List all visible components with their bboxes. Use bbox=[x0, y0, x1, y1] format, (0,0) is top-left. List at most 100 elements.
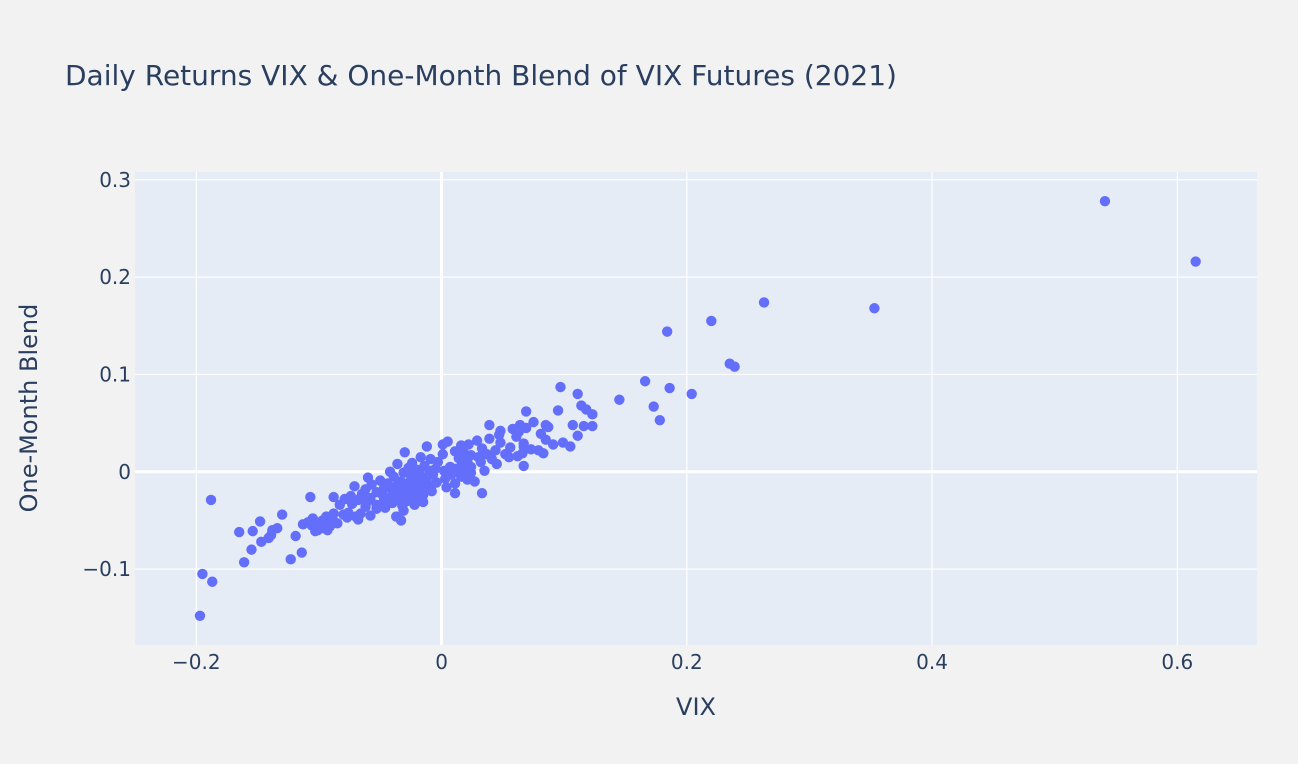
data-point[interactable] bbox=[285, 554, 296, 565]
data-point[interactable] bbox=[441, 482, 452, 493]
data-point[interactable] bbox=[654, 414, 666, 426]
data-point[interactable] bbox=[475, 456, 486, 468]
data-point[interactable] bbox=[256, 536, 267, 548]
data-point[interactable] bbox=[449, 487, 461, 499]
data-point[interactable] bbox=[614, 394, 625, 405]
data-point[interactable] bbox=[246, 544, 257, 555]
data-point[interactable] bbox=[490, 445, 501, 456]
data-point[interactable] bbox=[706, 315, 717, 327]
data-point[interactable] bbox=[387, 497, 398, 509]
data-point[interactable] bbox=[205, 494, 217, 506]
data-point[interactable] bbox=[512, 450, 523, 462]
data-point[interactable] bbox=[484, 419, 495, 431]
data-point[interactable] bbox=[399, 447, 410, 458]
data-point[interactable] bbox=[437, 439, 448, 450]
data-point[interactable] bbox=[409, 499, 420, 511]
x-axis-title: VIX bbox=[676, 693, 716, 721]
data-point[interactable] bbox=[555, 381, 566, 393]
data-point[interactable] bbox=[234, 526, 245, 538]
data-point[interactable] bbox=[388, 471, 399, 482]
data-point[interactable] bbox=[578, 420, 589, 432]
y-tick-label: −0.1 bbox=[82, 557, 131, 581]
plot-area[interactable] bbox=[135, 172, 1257, 645]
grid-lines bbox=[135, 172, 1257, 645]
data-point[interactable] bbox=[471, 435, 483, 446]
data-point[interactable] bbox=[518, 460, 529, 472]
data-point[interactable] bbox=[449, 478, 461, 489]
data-point[interactable] bbox=[664, 382, 675, 394]
data-point[interactable] bbox=[334, 499, 345, 511]
y-tick-label: 0 bbox=[118, 460, 131, 484]
data-point[interactable] bbox=[479, 465, 490, 476]
data-point[interactable] bbox=[484, 433, 495, 444]
data-point[interactable] bbox=[207, 576, 218, 587]
x-tick-labels: −0.2 0 0.2 0.4 0.6 bbox=[172, 650, 1193, 674]
data-point[interactable] bbox=[572, 430, 583, 441]
data-point[interactable] bbox=[310, 525, 321, 537]
zero-lines bbox=[135, 172, 1257, 645]
data-point[interactable] bbox=[379, 502, 391, 513]
data-point[interactable] bbox=[648, 401, 659, 412]
data-point[interactable] bbox=[426, 486, 437, 497]
data-point[interactable] bbox=[495, 437, 506, 448]
data-point[interactable] bbox=[297, 519, 309, 530]
data-point[interactable] bbox=[661, 326, 673, 337]
data-point[interactable] bbox=[305, 491, 316, 503]
data-point[interactable] bbox=[238, 557, 250, 568]
y-axis-title: One-Month Blend bbox=[15, 304, 43, 513]
data-point[interactable] bbox=[194, 610, 206, 622]
data-point[interactable] bbox=[520, 406, 532, 417]
data-point[interactable] bbox=[567, 419, 578, 431]
data-point[interactable] bbox=[538, 448, 549, 459]
data-point[interactable] bbox=[398, 505, 409, 516]
data-point[interactable] bbox=[587, 409, 598, 420]
data-point[interactable] bbox=[415, 451, 426, 463]
data-point[interactable] bbox=[247, 525, 258, 537]
data-point[interactable] bbox=[290, 530, 301, 542]
data-point[interactable] bbox=[543, 421, 554, 433]
data-point[interactable] bbox=[540, 434, 551, 445]
data-point[interactable] bbox=[565, 441, 576, 452]
data-point[interactable] bbox=[346, 498, 358, 510]
y-tick-label: 0.1 bbox=[99, 362, 131, 386]
data-point[interactable] bbox=[528, 416, 539, 428]
data-point[interactable] bbox=[322, 524, 333, 536]
data-point[interactable] bbox=[328, 491, 339, 503]
data-point[interactable] bbox=[493, 429, 505, 440]
data-point[interactable] bbox=[276, 509, 288, 520]
data-point[interactable] bbox=[1099, 195, 1111, 207]
data-point[interactable] bbox=[758, 297, 770, 308]
x-tick-label: −0.2 bbox=[172, 650, 221, 674]
y-tick-label: 0.2 bbox=[99, 265, 131, 289]
data-point[interactable] bbox=[639, 376, 651, 387]
data-point[interactable] bbox=[349, 481, 360, 492]
data-point[interactable] bbox=[491, 458, 502, 470]
data-point[interactable] bbox=[552, 405, 564, 416]
data-point[interactable] bbox=[547, 439, 559, 450]
data-point[interactable] bbox=[469, 476, 480, 487]
data-point[interactable] bbox=[296, 547, 307, 558]
data-point[interactable] bbox=[476, 487, 488, 499]
data-point[interactable] bbox=[572, 388, 583, 400]
data-point[interactable] bbox=[1190, 256, 1201, 267]
data-point[interactable] bbox=[421, 441, 433, 452]
data-point[interactable] bbox=[341, 512, 353, 523]
data-point[interactable] bbox=[869, 303, 880, 314]
data-point[interactable] bbox=[254, 516, 266, 527]
data-point[interactable] bbox=[686, 388, 697, 400]
data-point[interactable] bbox=[417, 496, 429, 508]
data-point[interactable] bbox=[392, 458, 403, 470]
data-point[interactable] bbox=[503, 451, 515, 463]
data-point[interactable] bbox=[365, 510, 376, 521]
data-point[interactable] bbox=[371, 503, 382, 514]
data-point[interactable] bbox=[440, 473, 451, 484]
data-point[interactable] bbox=[395, 515, 407, 526]
y-tick-labels: −0.1 0 0.1 0.2 0.3 bbox=[82, 168, 131, 581]
data-point[interactable] bbox=[511, 431, 522, 442]
data-point[interactable] bbox=[197, 568, 208, 580]
data-point[interactable] bbox=[437, 449, 448, 460]
data-point[interactable] bbox=[352, 514, 364, 525]
data-point[interactable] bbox=[729, 361, 740, 372]
data-point[interactable] bbox=[587, 420, 598, 432]
y-tick-label: 0.3 bbox=[99, 168, 131, 192]
